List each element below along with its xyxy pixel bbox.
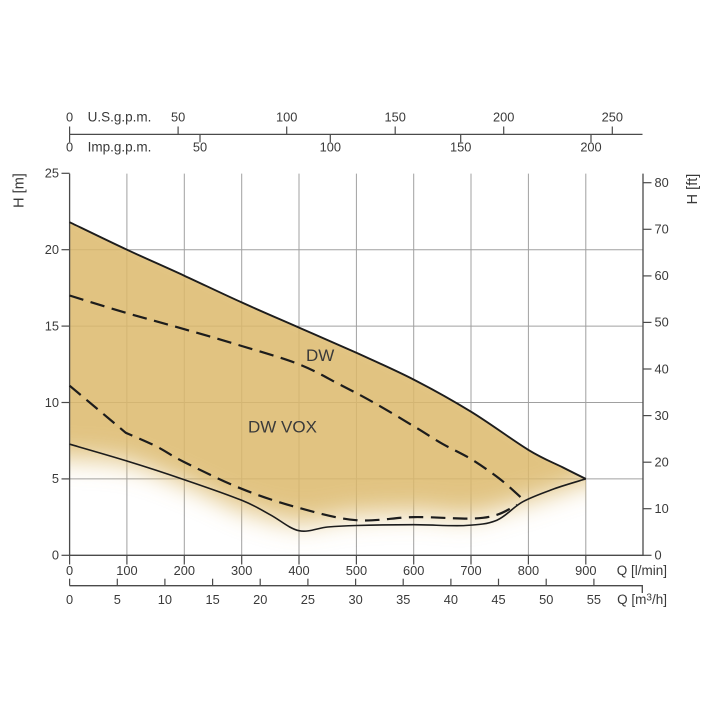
svg-text:5: 5 bbox=[52, 471, 59, 486]
svg-text:600: 600 bbox=[403, 563, 424, 578]
svg-text:50: 50 bbox=[193, 140, 207, 155]
svg-text:U.S.g.p.m.: U.S.g.p.m. bbox=[88, 110, 152, 125]
svg-text:5: 5 bbox=[114, 592, 121, 607]
svg-text:80: 80 bbox=[655, 175, 669, 190]
svg-text:40: 40 bbox=[655, 361, 669, 376]
svg-text:25: 25 bbox=[301, 592, 315, 607]
svg-text:500: 500 bbox=[346, 563, 367, 578]
svg-text:700: 700 bbox=[460, 563, 481, 578]
svg-text:50: 50 bbox=[655, 315, 669, 330]
svg-text:20: 20 bbox=[253, 592, 267, 607]
svg-text:40: 40 bbox=[444, 592, 458, 607]
svg-text:200: 200 bbox=[493, 110, 514, 125]
svg-text:400: 400 bbox=[288, 563, 309, 578]
svg-text:800: 800 bbox=[518, 563, 539, 578]
svg-text:0: 0 bbox=[52, 548, 59, 563]
svg-text:15: 15 bbox=[45, 318, 59, 333]
svg-text:50: 50 bbox=[539, 592, 553, 607]
svg-text:30: 30 bbox=[348, 592, 362, 607]
svg-text:300: 300 bbox=[231, 563, 252, 578]
svg-text:0: 0 bbox=[655, 548, 662, 563]
svg-text:55: 55 bbox=[587, 592, 601, 607]
svg-text:150: 150 bbox=[450, 140, 471, 155]
svg-text:H [ft]: H [ft] bbox=[685, 174, 701, 205]
svg-text:100: 100 bbox=[276, 110, 297, 125]
svg-text:100: 100 bbox=[320, 140, 341, 155]
svg-text:20: 20 bbox=[45, 242, 59, 257]
svg-text:25: 25 bbox=[45, 166, 59, 181]
svg-text:10: 10 bbox=[655, 501, 669, 516]
svg-text:H [m]: H [m] bbox=[12, 173, 28, 208]
svg-text:200: 200 bbox=[580, 140, 601, 155]
svg-text:150: 150 bbox=[385, 110, 406, 125]
svg-text:Imp.g.p.m.: Imp.g.p.m. bbox=[88, 140, 152, 155]
svg-text:DW: DW bbox=[306, 346, 334, 365]
svg-text:250: 250 bbox=[602, 110, 623, 125]
svg-text:900: 900 bbox=[575, 563, 596, 578]
svg-text:10: 10 bbox=[158, 592, 172, 607]
svg-text:0: 0 bbox=[66, 140, 73, 155]
svg-text:0: 0 bbox=[66, 110, 73, 125]
svg-text:0: 0 bbox=[66, 563, 73, 578]
svg-text:70: 70 bbox=[655, 222, 669, 237]
svg-text:20: 20 bbox=[655, 455, 669, 470]
svg-text:50: 50 bbox=[171, 110, 185, 125]
svg-text:10: 10 bbox=[45, 395, 59, 410]
svg-text:45: 45 bbox=[491, 592, 505, 607]
svg-text:100: 100 bbox=[116, 563, 137, 578]
svg-text:35: 35 bbox=[396, 592, 410, 607]
svg-text:DW VOX: DW VOX bbox=[248, 418, 317, 437]
svg-text:60: 60 bbox=[655, 268, 669, 283]
svg-text:0: 0 bbox=[66, 592, 73, 607]
svg-text:15: 15 bbox=[205, 592, 219, 607]
svg-text:Q [l/min]: Q [l/min] bbox=[617, 563, 667, 578]
svg-text:Q [m3/h]: Q [m3/h] bbox=[617, 592, 667, 607]
svg-text:200: 200 bbox=[174, 563, 195, 578]
svg-text:30: 30 bbox=[655, 408, 669, 423]
